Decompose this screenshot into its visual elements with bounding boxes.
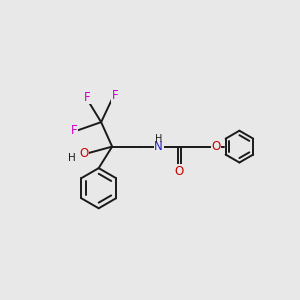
Text: F: F [84,91,91,104]
Text: N: N [154,140,163,153]
Text: H: H [155,134,163,144]
Text: H: H [68,153,76,164]
Text: O: O [212,140,221,153]
Text: F: F [112,89,119,102]
Text: F: F [70,124,77,137]
Text: O: O [80,147,88,161]
Text: O: O [175,165,184,178]
